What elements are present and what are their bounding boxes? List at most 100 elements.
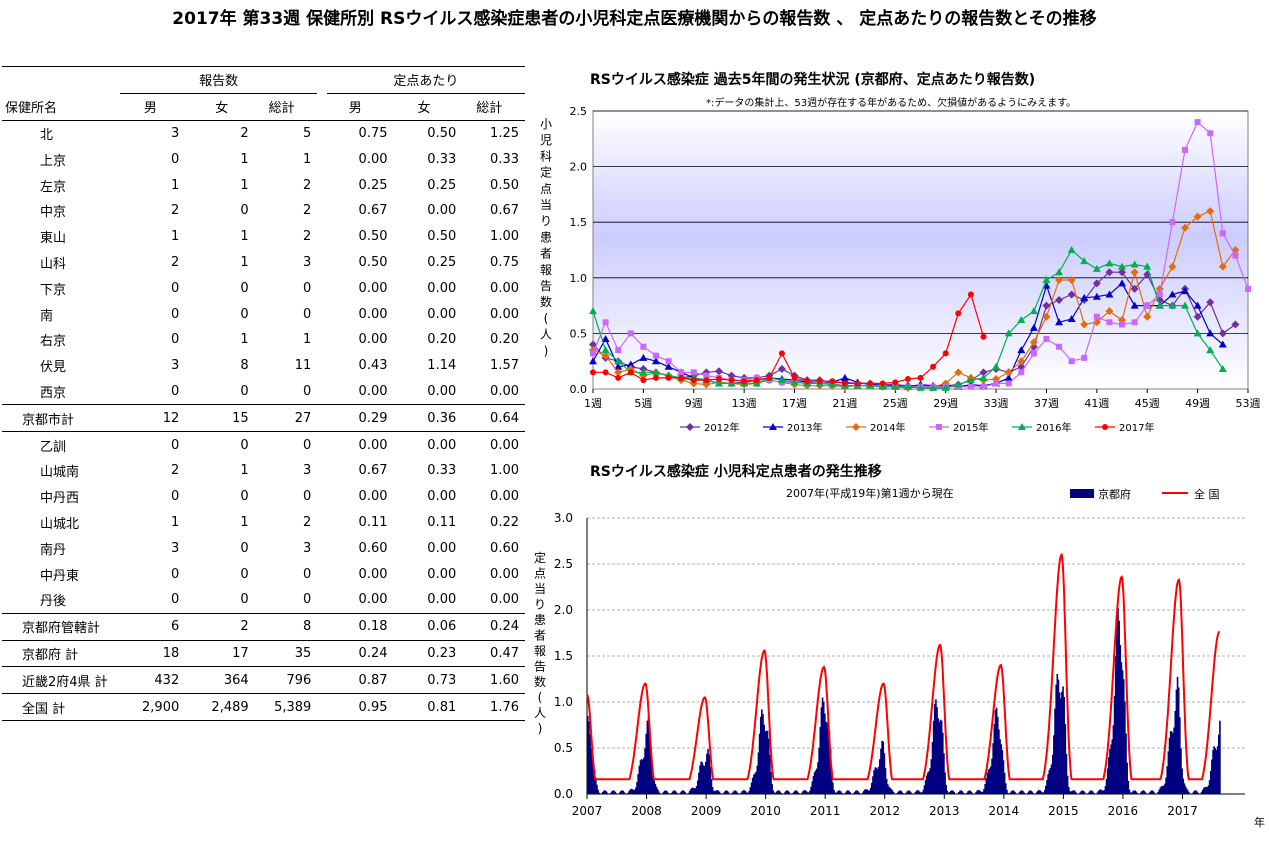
data-point [1042,312,1051,321]
kyoto-bar [632,789,635,794]
kyoto-bar [1103,789,1106,794]
kyoto-bar [947,792,950,794]
table-cell: 0.00 [358,151,388,167]
data-point [615,374,622,381]
data-point [1106,319,1113,326]
kyoto-bar [1058,692,1061,794]
kyoto-bar [587,715,589,794]
table-row: 山科 2 1 3 0.50 0.25 0.75 [2,250,525,276]
table-cell: 1 [240,229,249,245]
table-cell: 0.64 [462,404,525,432]
group-header-reports: 報告数 [119,66,318,94]
kyoto-bar [667,792,669,794]
kyoto-bar [1129,792,1132,794]
kyoto-bar [1124,701,1126,794]
data-point [651,368,660,376]
kyoto-bar [1017,793,1020,794]
table-cell: 2 [303,177,312,193]
kyoto-bar [987,769,990,794]
data-point [1004,373,1013,381]
kyoto-bar [703,766,706,794]
table-cell: 0.00 [358,566,388,582]
data-point [1144,302,1151,309]
kyoto-bar [906,791,909,794]
kyoto-bar [770,771,772,794]
health-center-name: 全国 計 [2,693,120,721]
kyoto-bar [646,720,649,794]
kyoto-bar [1080,790,1083,794]
data-point [590,350,596,357]
kyoto-bar [1122,679,1125,794]
data-point [954,380,963,388]
kyoto-bar [876,768,879,794]
data-point [1193,312,1202,321]
data-point [1042,276,1051,284]
table-cell: 1 [170,229,180,245]
table-cell: 1.00 [490,229,519,245]
data-point [1055,296,1064,305]
kyoto-bar [635,787,637,794]
table-cell: 0 [170,383,180,399]
kyoto-bar [1156,793,1158,794]
data-point [614,368,623,377]
kyoto-bar [931,742,934,794]
kyoto-bar [1144,792,1147,794]
table-cell: 3 [303,463,312,479]
data-point [1017,346,1026,354]
kyoto-bar [1061,691,1063,794]
table-cell: 1 [240,177,249,193]
data-point [639,368,648,376]
kyoto-bar [873,770,875,794]
kyoto-bar [763,724,765,794]
data-point [1080,293,1089,301]
kyoto-bar [824,713,826,794]
data-point [1181,223,1190,232]
data-point [1105,290,1114,298]
data-point [753,377,760,384]
y-axis-label-char: り [540,214,552,228]
table-cell: 2 [170,463,180,479]
kyoto-bar [1216,746,1219,794]
table-cell: 0.00 [427,489,457,505]
kyoto-bar [901,792,904,794]
kyoto-bar [932,720,935,794]
kyoto-bar [780,793,783,794]
data-point [1232,252,1239,259]
table-cell: 0 [240,592,249,608]
kyoto-bar [882,741,885,794]
data-point [1067,314,1076,322]
data-point [1017,316,1026,324]
table-cell: 0 [170,566,180,582]
data-point [652,374,659,381]
kyoto-bar [1001,749,1004,794]
kyoto-bar [816,768,818,794]
kyoto-bar [696,780,699,794]
kyoto-bar [1165,777,1167,794]
kyoto-bar [961,791,964,794]
table-cell: 0.00 [427,540,457,556]
data-point [777,376,786,384]
data-point [1206,298,1215,307]
kyoto-bar [857,791,859,794]
kyoto-bar [644,748,646,794]
kyoto-bar [725,790,728,794]
kyoto-bar [690,788,692,794]
kyoto-bar [982,791,984,794]
kyoto-bar [1022,791,1024,794]
data-point [1168,262,1177,271]
health-center-name: 近畿2府4県 計 [2,666,120,694]
table-cell: 0.00 [490,592,519,608]
kyoto-bar [833,789,835,794]
data-point [714,367,723,376]
data-point [954,368,963,377]
kyoto-bar [1050,764,1053,794]
kyoto-bar [938,722,941,794]
kyoto-bar [600,793,603,794]
kyoto-bar [1152,791,1155,794]
table-cell: 0.00 [490,280,519,296]
kyoto-bar [605,791,607,794]
kyoto-bar [622,790,625,794]
kyoto-bar [1062,686,1064,794]
kyoto-bar [850,793,852,794]
kyoto-bar [866,789,869,794]
